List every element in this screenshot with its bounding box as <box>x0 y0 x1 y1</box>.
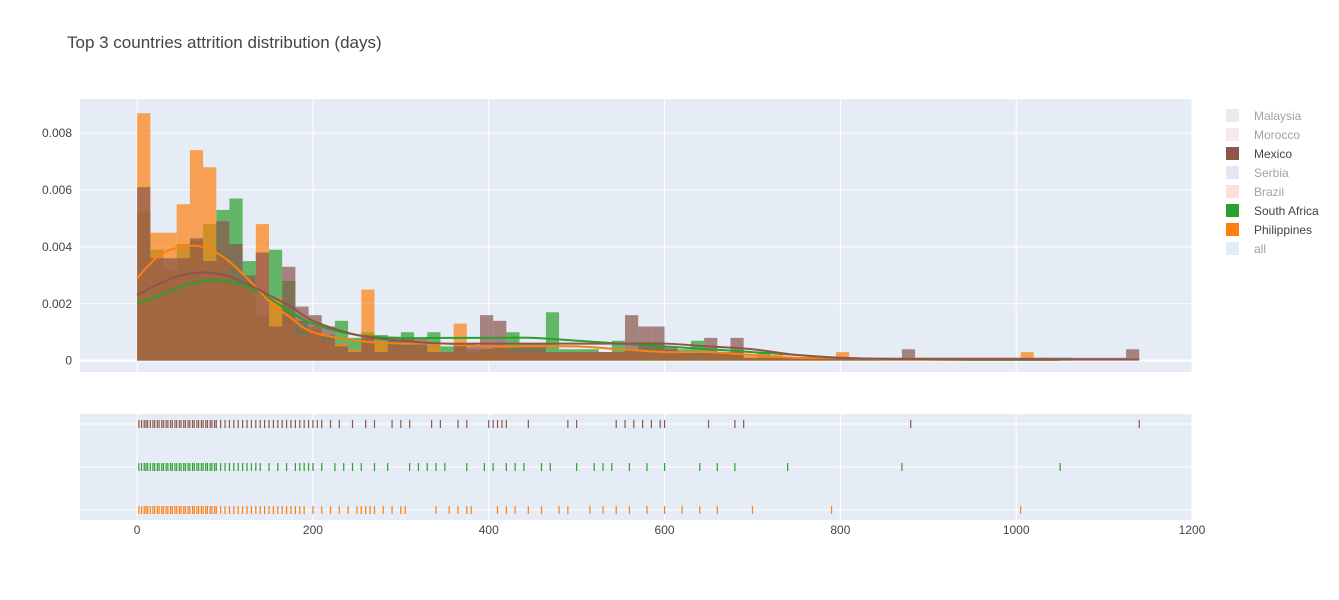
hist-bar <box>770 357 784 361</box>
hist-bar <box>1020 352 1034 361</box>
hist-bar <box>901 349 916 361</box>
legend-swatch <box>1226 166 1239 179</box>
hist-bar <box>822 357 836 361</box>
hist-bar <box>189 238 204 361</box>
hist-bar <box>783 357 797 361</box>
hist-bar <box>163 258 177 361</box>
legend-item-brazil[interactable]: Brazil <box>1226 182 1336 201</box>
legend-item-philippines[interactable]: Philippines <box>1226 220 1336 239</box>
hist-bar <box>1126 349 1140 361</box>
hist-bar <box>585 352 599 361</box>
y-tick-label: 0 <box>65 354 72 368</box>
hist-bar <box>809 357 823 361</box>
x-tick-label: 1000 <box>1003 523 1030 537</box>
hist-bar <box>427 352 441 361</box>
hist-bar <box>743 357 757 361</box>
hist-bar <box>572 352 586 361</box>
legend-swatch <box>1226 147 1239 160</box>
legend-label: Philippines <box>1254 222 1313 237</box>
hist-bar <box>348 352 362 361</box>
hist-bar <box>493 320 507 361</box>
legend-item-morocco[interactable]: Morocco <box>1226 125 1336 144</box>
x-tick-label: 1200 <box>1179 523 1206 537</box>
legend-swatch <box>1226 223 1239 236</box>
x-tick-label: 0 <box>134 523 141 537</box>
hist-bar <box>545 312 560 361</box>
hist-bar <box>559 352 573 361</box>
hist-bar <box>453 346 467 361</box>
hist-bar <box>625 315 639 361</box>
hist-bar <box>242 275 256 361</box>
legend-label: Brazil <box>1254 184 1285 199</box>
hist-bar <box>756 357 771 361</box>
hist-bar <box>664 346 678 361</box>
chart-title: Top 3 countries attrition distribution (… <box>67 33 382 52</box>
legend-item-south-africa[interactable]: South Africa <box>1226 201 1336 220</box>
kde-curve-mexico <box>136 271 1140 361</box>
x-tick-label: 800 <box>830 523 850 537</box>
hist-bar <box>506 346 520 361</box>
legend-item-all[interactable]: all <box>1226 239 1336 258</box>
hist-bar <box>216 221 230 361</box>
hist-bar <box>796 357 810 361</box>
legend-swatch <box>1226 242 1239 255</box>
legend-swatch <box>1226 185 1239 198</box>
hist-bar <box>466 346 480 361</box>
legend-swatch <box>1226 128 1239 141</box>
y-tick-label: 0.008 <box>42 126 72 140</box>
hist-bar <box>137 187 151 361</box>
hist-bar <box>268 326 283 361</box>
x-tick-label: 600 <box>655 523 675 537</box>
legend-item-mexico[interactable]: Mexico <box>1226 144 1336 163</box>
legend-label: Malaysia <box>1254 108 1302 123</box>
legend-swatch <box>1226 204 1239 217</box>
y-tick-label: 0.002 <box>42 297 72 311</box>
legend-label: South Africa <box>1254 203 1319 218</box>
x-tick-label: 400 <box>479 523 499 537</box>
hist-bar <box>835 352 850 361</box>
legend-swatch <box>1226 109 1239 122</box>
hist-bar <box>334 346 349 361</box>
hist-bar <box>611 352 626 361</box>
hist-bar <box>440 352 454 361</box>
legend-label: Serbia <box>1254 165 1289 180</box>
hist-bar <box>150 258 164 361</box>
hist-bar <box>255 252 269 361</box>
legend-label: Morocco <box>1254 127 1301 142</box>
y-tick-label: 0.004 <box>42 240 72 254</box>
hist-bar <box>717 352 731 361</box>
hist-bar <box>677 352 691 361</box>
legend-label: Mexico <box>1254 146 1293 161</box>
legend: Malaysia Morocco Mexico Serbia Brazil South A… <box>1226 106 1336 258</box>
hist-bar <box>598 352 612 361</box>
hist-bar <box>229 244 243 361</box>
legend-item-serbia[interactable]: Serbia <box>1226 163 1336 182</box>
hist-bar <box>321 326 335 361</box>
hist-bar <box>690 352 705 361</box>
hist-bar <box>374 352 388 361</box>
hist-bar <box>361 337 375 361</box>
hist-bar <box>203 261 217 361</box>
legend-item-malaysia[interactable]: Malaysia <box>1226 106 1336 125</box>
hist-bar <box>519 346 533 361</box>
x-tick-label: 200 <box>303 523 323 537</box>
legend-label: all <box>1254 241 1267 256</box>
hist-bar <box>545 352 560 361</box>
y-tick-label: 0.006 <box>42 183 72 197</box>
hist-bar <box>282 266 296 361</box>
hist-bar <box>532 346 546 361</box>
hist-bar <box>835 357 850 361</box>
hist-bar <box>176 258 190 361</box>
